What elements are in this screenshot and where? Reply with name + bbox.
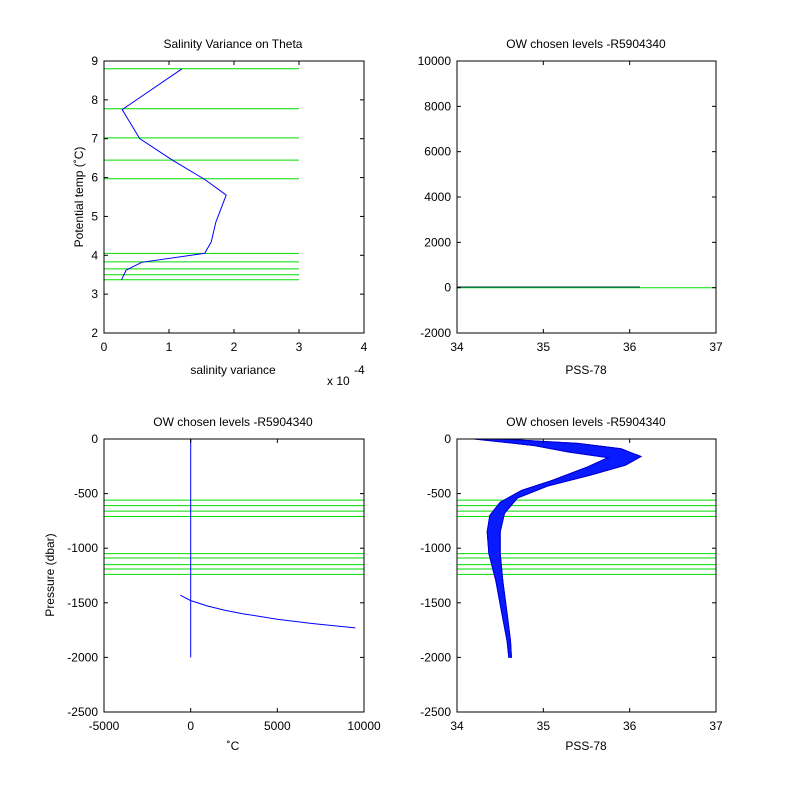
x-tick-label: 35 bbox=[537, 719, 551, 733]
series-line-p3-1 bbox=[180, 594, 356, 629]
panel4-xlabel: PSS-78 bbox=[565, 739, 607, 753]
y-tick-label: -1000 bbox=[67, 541, 98, 555]
x-tick-label: 1 bbox=[166, 340, 173, 354]
y-tick-label: 0 bbox=[91, 432, 98, 446]
y-tick-label: 5 bbox=[91, 209, 98, 223]
y-tick-label: 6 bbox=[91, 171, 98, 185]
panel1-x-exponent-power: -4 bbox=[354, 363, 365, 377]
panel3-xlabel: ˚C bbox=[227, 739, 240, 753]
y-tick-label: 6000 bbox=[424, 145, 451, 159]
salinity-band-right-edge bbox=[499, 439, 643, 658]
plot-area-p3 bbox=[104, 439, 364, 658]
panel2-xlabel: PSS-78 bbox=[565, 363, 607, 377]
x-tick-label: 34 bbox=[450, 340, 464, 354]
y-tick-label: 0 bbox=[444, 432, 451, 446]
y-tick-label: -500 bbox=[427, 487, 451, 501]
y-tick-label: -500 bbox=[74, 487, 98, 501]
y-tick-label: -2000 bbox=[420, 650, 451, 664]
panel3-title: OW chosen levels -R5904340 bbox=[153, 415, 313, 429]
axes-box-p3 bbox=[103, 438, 365, 713]
x-tick-label: 2 bbox=[231, 340, 238, 354]
y-tick-label: -1500 bbox=[67, 596, 98, 610]
x-tick-label: 34 bbox=[450, 719, 464, 733]
panel-ow-levels-top-right: OW chosen levels -R5904340 PSS-78 bbox=[506, 37, 666, 377]
y-tick-label: -1000 bbox=[420, 541, 451, 555]
series-line-p1-0 bbox=[121, 68, 227, 281]
y-tick-label: -2000 bbox=[420, 326, 451, 340]
y-tick-label: 10000 bbox=[418, 54, 452, 68]
y-tick-label: -2000 bbox=[67, 650, 98, 664]
panel-ow-levels-temperature: OW chosen levels -R5904340 ˚C Pressure (… bbox=[43, 415, 313, 753]
y-tick-label: -2500 bbox=[420, 705, 451, 719]
x-tick-label: 37 bbox=[709, 340, 723, 354]
y-tick-label: 0 bbox=[444, 281, 451, 295]
y-tick-label: 7 bbox=[91, 132, 98, 146]
panel1-x-exponent: x 10 bbox=[327, 374, 350, 388]
panel4-title: OW chosen levels -R5904340 bbox=[506, 415, 666, 429]
y-tick-label: 4 bbox=[91, 248, 98, 262]
chart-p4: 34 35 36 37 -2500 -2000 -1500 -1000 -500 0 bbox=[420, 432, 723, 733]
y-tick-label: 9 bbox=[91, 54, 98, 68]
plot-area-p4 bbox=[457, 439, 716, 658]
y-tick-label: -2500 bbox=[67, 705, 98, 719]
y-tick-label: 3 bbox=[91, 287, 98, 301]
plot-area-p1 bbox=[104, 68, 299, 281]
x-tick-label: 37 bbox=[709, 719, 723, 733]
chart-p3: -5000 0 5000 10000-2500-2000-1500-1000-5000 bbox=[67, 432, 381, 733]
x-tick-label: 36 bbox=[623, 340, 637, 354]
panel-ow-levels-salinity: OW chosen levels -R5904340 PSS-78 bbox=[506, 415, 666, 753]
x-tick-label: 10000 bbox=[347, 719, 381, 733]
x-tick-label: 3 bbox=[296, 340, 303, 354]
panel3-ylabel: Pressure (dbar) bbox=[43, 533, 57, 616]
panel1-ylabel: Potential temp (˚C) bbox=[72, 147, 86, 248]
panel1-title: Salinity Variance on Theta bbox=[164, 37, 303, 51]
y-tick-label: -1500 bbox=[420, 596, 451, 610]
plot-area-p2 bbox=[457, 286, 716, 289]
x-tick-label: 0 bbox=[101, 340, 108, 354]
x-tick-label: 36 bbox=[623, 719, 637, 733]
salinity-band-left-edge bbox=[474, 439, 610, 658]
chart-p1: 0 1 2 3 4 2 3 4 5 6 7 8 9 bbox=[91, 54, 367, 354]
panel-salinity-variance: Salinity Variance on Theta salinity vari… bbox=[72, 37, 365, 388]
chart-p2: 34 35 36 37 -2000 0 2000 4000 6000 8000 10000 bbox=[418, 54, 723, 354]
y-tick-label: 2 bbox=[91, 326, 98, 340]
panel1-xlabel: salinity variance bbox=[190, 363, 276, 377]
x-tick-label: 35 bbox=[537, 340, 551, 354]
y-tick-label: 8000 bbox=[424, 99, 451, 113]
panel2-title: OW chosen levels -R5904340 bbox=[506, 37, 666, 51]
x-tick-label: -5000 bbox=[89, 719, 120, 733]
x-tick-label: 4 bbox=[361, 340, 368, 354]
axes-box-p4 bbox=[456, 438, 717, 713]
y-tick-label: 8 bbox=[91, 93, 98, 107]
y-tick-label: 2000 bbox=[424, 235, 451, 249]
x-tick-label: 5000 bbox=[264, 719, 291, 733]
x-tick-label: 0 bbox=[187, 719, 194, 733]
y-tick-label: 4000 bbox=[424, 190, 451, 204]
